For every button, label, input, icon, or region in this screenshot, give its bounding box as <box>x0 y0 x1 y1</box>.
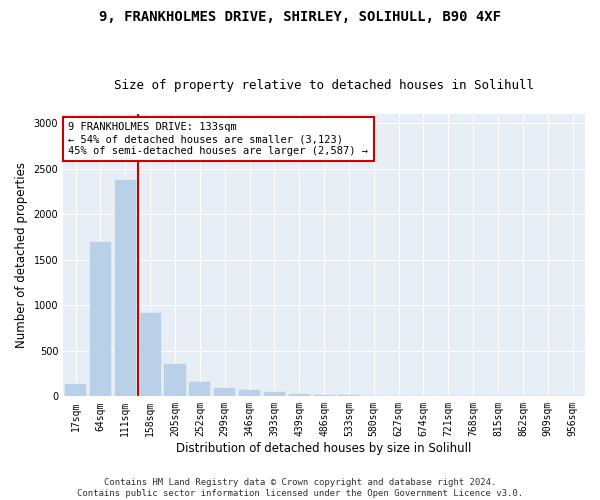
Bar <box>65 384 86 396</box>
Title: Size of property relative to detached houses in Solihull: Size of property relative to detached ho… <box>114 79 534 92</box>
Text: 9, FRANKHOLMES DRIVE, SHIRLEY, SOLIHULL, B90 4XF: 9, FRANKHOLMES DRIVE, SHIRLEY, SOLIHULL,… <box>99 10 501 24</box>
Text: 9 FRANKHOLMES DRIVE: 133sqm
← 54% of detached houses are smaller (3,123)
45% of : 9 FRANKHOLMES DRIVE: 133sqm ← 54% of det… <box>68 122 368 156</box>
X-axis label: Distribution of detached houses by size in Solihull: Distribution of detached houses by size … <box>176 442 472 455</box>
Y-axis label: Number of detached properties: Number of detached properties <box>15 162 28 348</box>
Bar <box>239 390 260 396</box>
Text: Contains HM Land Registry data © Crown copyright and database right 2024.
Contai: Contains HM Land Registry data © Crown c… <box>77 478 523 498</box>
Bar <box>90 242 111 396</box>
Bar <box>164 364 185 396</box>
Bar <box>140 312 161 396</box>
Bar <box>189 382 211 396</box>
Bar <box>289 394 310 396</box>
Bar <box>314 394 335 396</box>
Bar <box>115 180 136 396</box>
Bar <box>264 392 285 396</box>
Bar <box>214 388 235 396</box>
